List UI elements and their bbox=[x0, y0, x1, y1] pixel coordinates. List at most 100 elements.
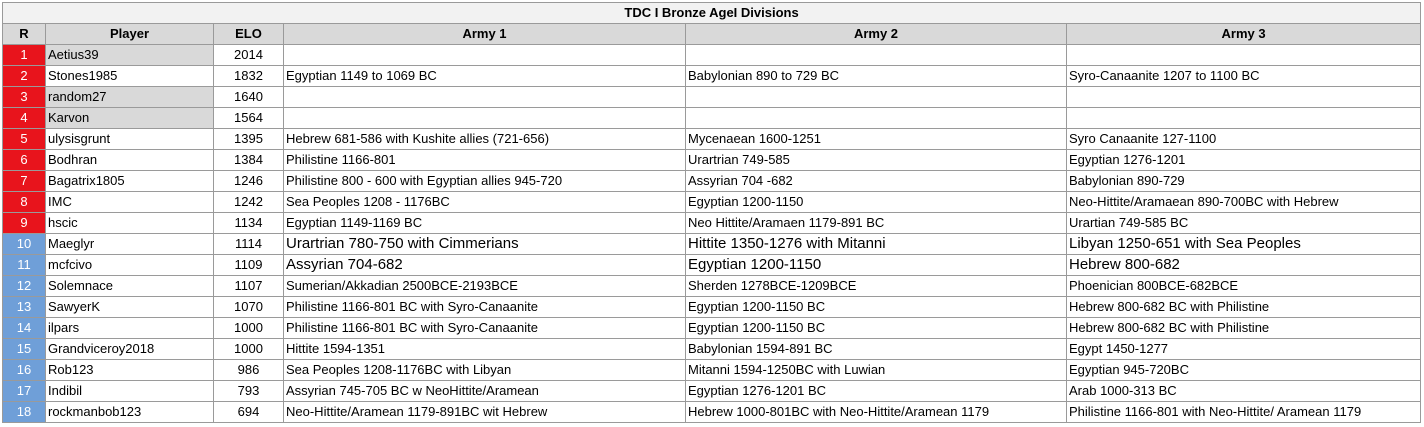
player-cell: mcfcivo bbox=[45, 254, 214, 276]
army-3-cell bbox=[1065, 44, 1422, 66]
army-1-cell: Philistine 800 - 600 with Egyptian allie… bbox=[283, 170, 686, 192]
army-1-cell: Philistine 1166-801 BC with Syro-Canaani… bbox=[283, 317, 686, 339]
table-row: 17 Indibil 793 Assyrian 745-705 BC w NeoHit… bbox=[2, 380, 1422, 402]
army-3-cell: Hebrew 800-682 BC with Philistine bbox=[1065, 296, 1422, 318]
army-1-cell bbox=[283, 107, 686, 129]
army-1-cell bbox=[283, 44, 686, 66]
player-cell: Maeglyr bbox=[45, 233, 214, 255]
table-row: 2 Stones1985 1832 Egyptian 1149 to 1069 BC B… bbox=[2, 65, 1422, 87]
table-row: 6 Bodhran 1384 Philistine 1166-801 Urartrian… bbox=[2, 149, 1422, 171]
army-3-cell: Arab 1000-313 BC bbox=[1065, 380, 1422, 402]
army-3-cell: Egyptian 945-720BC bbox=[1065, 359, 1422, 381]
player-cell: IMC bbox=[45, 191, 214, 213]
player-cell: Aetius39 bbox=[45, 44, 214, 66]
rank-cell: 11 bbox=[2, 254, 46, 276]
army-3-cell: Libyan 1250-651 with Sea Peoples bbox=[1065, 233, 1422, 255]
army-1-cell: Assyrian 704-682 bbox=[283, 254, 686, 276]
elo-cell: 1640 bbox=[213, 86, 284, 108]
column-header: ELO bbox=[213, 23, 284, 45]
rank-cell: 8 bbox=[2, 191, 46, 213]
rank-cell: 5 bbox=[2, 128, 46, 150]
army-2-cell: Urartrian 749-585 bbox=[685, 149, 1067, 171]
elo-cell: 793 bbox=[213, 380, 284, 402]
army-1-cell: Hebrew 681-586 with Kushite allies (721-… bbox=[283, 128, 686, 150]
player-cell: Grandviceroy2018 bbox=[45, 338, 214, 360]
table-row: 4 Karvon 1564 bbox=[2, 107, 1422, 129]
army-3-cell: Egypt 1450-1277 bbox=[1065, 338, 1422, 360]
player-cell: ilpars bbox=[45, 317, 214, 339]
army-2-cell bbox=[685, 86, 1067, 108]
elo-cell: 1000 bbox=[213, 317, 284, 339]
army-2-cell: Egyptian 1200-1150 BC bbox=[685, 317, 1067, 339]
player-cell: hscic bbox=[45, 212, 214, 234]
elo-cell: 1000 bbox=[213, 338, 284, 360]
rank-cell: 15 bbox=[2, 338, 46, 360]
army-2-cell: Egyptian 1200-1150 bbox=[685, 191, 1067, 213]
army-2-cell bbox=[685, 44, 1067, 66]
army-2-cell: Babylonian 890 to 729 BC bbox=[685, 65, 1067, 87]
column-header: Player bbox=[45, 23, 214, 45]
rank-cell: 1 bbox=[2, 44, 46, 66]
army-2-cell: Neo Hittite/Aramaen 1179-891 BC bbox=[685, 212, 1067, 234]
army-3-cell bbox=[1065, 86, 1422, 108]
player-cell: random27 bbox=[45, 86, 214, 108]
army-2-cell: Hittite 1350-1276 with Mitanni bbox=[685, 233, 1067, 255]
army-1-cell: Sea Peoples 1208 - 1176BC bbox=[283, 191, 686, 213]
army-3-cell: Hebrew 800-682 BC with Philistine bbox=[1065, 317, 1422, 339]
elo-cell: 1395 bbox=[213, 128, 284, 150]
table-row: 7 Bagatrix1805 1246 Philistine 800 - 600 wi… bbox=[2, 170, 1422, 192]
army-1-cell: Philistine 1166-801 bbox=[283, 149, 686, 171]
army-1-cell: Egyptian 1149 to 1069 BC bbox=[283, 65, 686, 87]
army-2-cell: Mycenaean 1600-1251 bbox=[685, 128, 1067, 150]
rank-cell: 3 bbox=[2, 86, 46, 108]
army-2-cell: Egyptian 1276-1201 BC bbox=[685, 380, 1067, 402]
player-cell: Bodhran bbox=[45, 149, 214, 171]
elo-cell: 1070 bbox=[213, 296, 284, 318]
player-cell: Solemnace bbox=[45, 275, 214, 297]
elo-cell: 1242 bbox=[213, 191, 284, 213]
army-1-cell: Sea Peoples 1208-1176BC with Libyan bbox=[283, 359, 686, 381]
army-2-cell: Assyrian 704 -682 bbox=[685, 170, 1067, 192]
column-header: Army 1 bbox=[283, 23, 686, 45]
army-3-cell bbox=[1065, 107, 1422, 129]
table-body: 1 Aetius39 2014 2 Stones1985 1832 Egyptian 114… bbox=[2, 44, 1422, 423]
army-1-cell: Neo-Hittite/Aramean 1179-891BC wit Hebre… bbox=[283, 401, 686, 423]
army-3-cell: Syro-Canaanite 1207 to 1100 BC bbox=[1065, 65, 1422, 87]
army-3-cell: Babylonian 890-729 bbox=[1065, 170, 1422, 192]
table-row: 14 ilpars 1000 Philistine 1166-801 BC with … bbox=[2, 317, 1422, 339]
player-cell: SawyerK bbox=[45, 296, 214, 318]
table-row: 13 SawyerK 1070 Philistine 1166-801 BC with… bbox=[2, 296, 1422, 318]
elo-cell: 694 bbox=[213, 401, 284, 423]
table-row: 1 Aetius39 2014 bbox=[2, 44, 1422, 66]
rank-cell: 13 bbox=[2, 296, 46, 318]
player-cell: Stones1985 bbox=[45, 65, 214, 87]
column-header: Army 3 bbox=[1065, 23, 1422, 45]
elo-cell: 1109 bbox=[213, 254, 284, 276]
rank-cell: 7 bbox=[2, 170, 46, 192]
elo-cell: 1832 bbox=[213, 65, 284, 87]
army-3-cell: Hebrew 800-682 bbox=[1065, 254, 1422, 276]
rank-cell: 17 bbox=[2, 380, 46, 402]
army-1-cell bbox=[283, 86, 686, 108]
army-3-cell: Egyptian 1276-1201 bbox=[1065, 149, 1422, 171]
elo-cell: 1246 bbox=[213, 170, 284, 192]
table-row: 10 Maeglyr 1114 Urartrian 780-750 with Cimm… bbox=[2, 233, 1422, 255]
player-cell: rockmanbob123 bbox=[45, 401, 214, 423]
elo-cell: 986 bbox=[213, 359, 284, 381]
army-3-cell: Phoenician 800BCE-682BCE bbox=[1065, 275, 1422, 297]
player-cell: Karvon bbox=[45, 107, 214, 129]
player-cell: Indibil bbox=[45, 380, 214, 402]
army-3-cell: Philistine 1166-801 with Neo-Hittite/ Ar… bbox=[1065, 401, 1422, 423]
rank-cell: 18 bbox=[2, 401, 46, 423]
rank-cell: 16 bbox=[2, 359, 46, 381]
rank-cell: 10 bbox=[2, 233, 46, 255]
army-3-cell: Neo-Hittite/Aramaean 890-700BC with Hebr… bbox=[1065, 191, 1422, 213]
column-header: R bbox=[2, 23, 46, 45]
army-1-cell: Egyptian 1149-1169 BC bbox=[283, 212, 686, 234]
player-cell: Rob123 bbox=[45, 359, 214, 381]
column-header: Army 2 bbox=[685, 23, 1067, 45]
elo-cell: 1107 bbox=[213, 275, 284, 297]
army-2-cell: Sherden 1278BCE-1209BCE bbox=[685, 275, 1067, 297]
